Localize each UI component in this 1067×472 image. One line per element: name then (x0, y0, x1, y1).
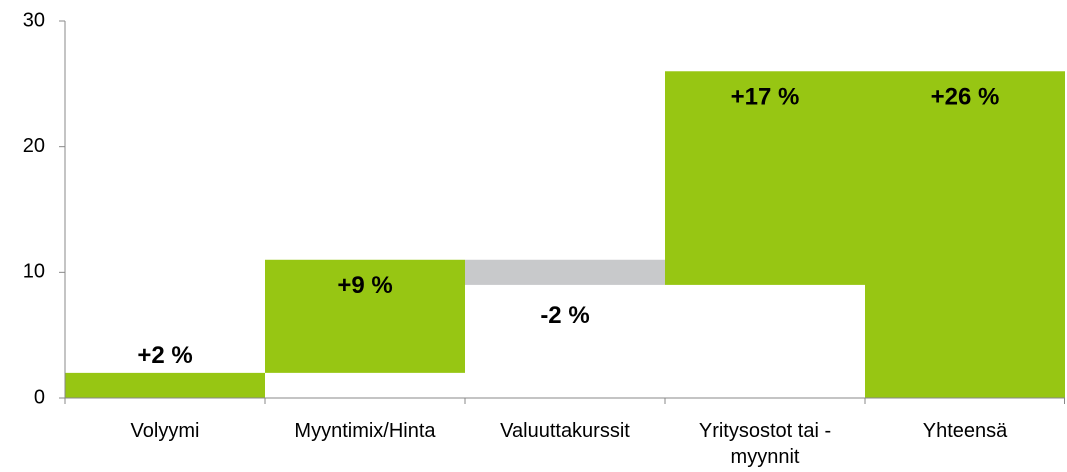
value-label: +26 % (931, 84, 1000, 111)
bar (465, 259, 665, 285)
y-tick-label: 20 (23, 135, 45, 157)
value-label: +9 % (337, 272, 392, 299)
bar (865, 71, 1065, 399)
value-label: +17 % (731, 84, 800, 111)
value-label: -2 % (540, 302, 589, 329)
x-tick-label: Volyymi (130, 420, 200, 442)
x-tick-label: Yritysostot tai - myynnit (698, 420, 832, 468)
bar (265, 259, 465, 373)
y-tick-label: 30 (23, 9, 45, 31)
x-tick-label: Myyntimix/Hinta (294, 420, 436, 442)
value-label: +2 % (137, 342, 192, 369)
y-tick-label: 0 (34, 386, 45, 408)
bar (665, 71, 865, 285)
x-tick-label: Yhteensä (922, 420, 1008, 442)
y-tick-label: 10 (23, 261, 45, 283)
bar (65, 372, 265, 398)
x-tick-label: Valuuttakurssit (500, 420, 630, 442)
